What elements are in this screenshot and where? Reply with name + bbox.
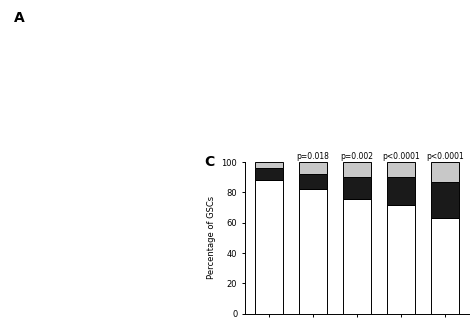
Text: C: C — [205, 155, 215, 169]
Bar — [431, 162, 459, 182]
Text: p<0.0001: p<0.0001 — [426, 152, 464, 161]
Bar — [255, 162, 283, 168]
Bar — [431, 218, 459, 314]
Bar — [343, 198, 372, 314]
Bar — [343, 162, 372, 177]
Bar — [299, 174, 328, 189]
Bar — [387, 177, 415, 204]
Text: p<0.0001: p<0.0001 — [382, 152, 420, 161]
Text: B: B — [16, 167, 27, 181]
Text: p=0.018: p=0.018 — [297, 152, 329, 161]
Y-axis label: Percentage of GSCs: Percentage of GSCs — [207, 196, 216, 279]
Bar — [299, 162, 328, 174]
Text: p=0.002: p=0.002 — [341, 152, 374, 161]
Bar — [255, 180, 283, 314]
Bar — [387, 204, 415, 314]
Bar — [255, 168, 283, 180]
Text: A: A — [14, 11, 25, 25]
Bar — [431, 182, 459, 218]
Bar — [387, 162, 415, 177]
Bar — [299, 189, 328, 314]
Bar — [343, 177, 372, 198]
